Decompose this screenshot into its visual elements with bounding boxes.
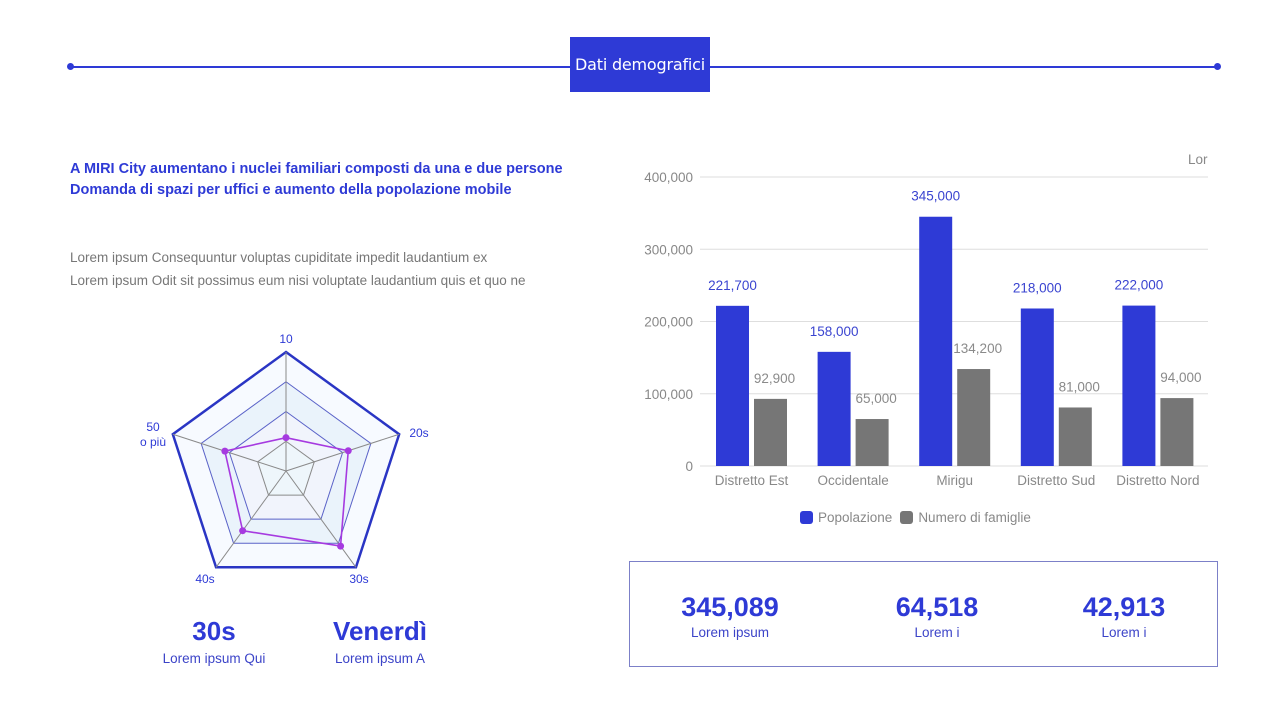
bar-value-label: 218,000 bbox=[1013, 280, 1062, 295]
y-tick-label: 100,000 bbox=[644, 387, 693, 402]
radar-point bbox=[337, 542, 345, 550]
bar-families bbox=[754, 398, 787, 466]
bar-population bbox=[919, 216, 953, 466]
stat-day-label: Lorem ipsum A bbox=[334, 651, 426, 666]
radar-chart: 10 20s 30s 40s 50o più bbox=[140, 332, 429, 586]
radar-point bbox=[344, 447, 352, 455]
bar-families bbox=[855, 419, 889, 466]
bar-families bbox=[1058, 407, 1092, 466]
legend-label-families: Numero di famiglie bbox=[918, 510, 1031, 525]
radar-spoke bbox=[215, 470, 287, 568]
legend-swatch-families bbox=[900, 511, 914, 524]
kpi-panel: 345,089 Lorem ipsum 64,518 Lorem i 42,91… bbox=[629, 561, 1218, 667]
radar-spoke bbox=[285, 470, 357, 568]
bar-population bbox=[1122, 305, 1156, 466]
bar-families bbox=[1160, 398, 1194, 466]
legend-label-population: Popolazione bbox=[818, 510, 893, 525]
bar-value-label: 134,200 bbox=[953, 341, 1002, 356]
stat-age: 30s Lorem ipsum Qui bbox=[144, 616, 284, 668]
legend-swatch-population bbox=[800, 511, 813, 524]
header-rule-dot-left bbox=[67, 63, 74, 70]
y-tick-label: 400,000 bbox=[644, 170, 693, 185]
radar-series bbox=[223, 436, 350, 548]
kpi-1: 345,089 Lorem ipsum bbox=[640, 592, 820, 642]
bar-population bbox=[716, 305, 749, 466]
bar-population bbox=[817, 351, 851, 466]
radar-spoke bbox=[172, 433, 287, 472]
y-tick-label: 0 bbox=[685, 459, 693, 474]
y-tick-label: 200,000 bbox=[644, 315, 693, 330]
radar-axis-label: 30s bbox=[349, 572, 368, 586]
stat-day-value: Venerdì bbox=[333, 616, 427, 646]
bar-families bbox=[957, 369, 991, 466]
kpi-1-value: 345,089 bbox=[681, 592, 779, 622]
bar-chart: 0 100,000 200,000 300,000 400,000 Lor 221,700 9… bbox=[644, 152, 1208, 488]
bar-value-label: 222,000 bbox=[1114, 278, 1163, 293]
kpi-2-value: 64,518 bbox=[895, 592, 979, 622]
bar-value-label: 81,000 bbox=[1059, 379, 1100, 394]
bar-value-label: 92,900 bbox=[754, 371, 795, 386]
radar-axis-label: 50 bbox=[146, 420, 160, 434]
kpi-3: 42,913 Lorem i bbox=[1034, 592, 1214, 642]
x-category-label: Distretto Est bbox=[715, 473, 789, 488]
radar-axis-label: 20s bbox=[409, 426, 428, 440]
radar-axis-label: 10 bbox=[279, 332, 293, 346]
x-category-label: Occidentale bbox=[817, 473, 888, 488]
stat-age-value: 30s bbox=[192, 616, 236, 646]
kpi-2: 64,518 Lorem i bbox=[847, 592, 1027, 642]
radar-point bbox=[282, 434, 290, 442]
header-rule-dot-right bbox=[1214, 63, 1221, 70]
bar-value-label: 65,000 bbox=[855, 391, 896, 406]
x-category-label: Distretto Sud bbox=[1017, 473, 1095, 488]
radar-axis-label: 40s bbox=[195, 572, 214, 586]
bar-value-label: 345,000 bbox=[911, 189, 960, 204]
kpi-2-label: Lorem i bbox=[914, 625, 960, 640]
radar-axis-label: o più bbox=[140, 435, 166, 449]
body-line-1: Lorem ipsum Consequuntur voluptas cupidi… bbox=[70, 250, 488, 265]
headline-line-2: Domanda di spazi per uffici e aumento de… bbox=[70, 182, 512, 198]
headline: A MIRI City aumentano i nuclei familiari… bbox=[70, 159, 563, 201]
bar-value-label: 94,000 bbox=[1160, 370, 1201, 385]
kpi-3-label: Lorem i bbox=[1101, 625, 1147, 640]
y-tick-label: 300,000 bbox=[644, 242, 693, 257]
kpi-3-value: 42,913 bbox=[1082, 592, 1166, 622]
radar-point bbox=[221, 447, 229, 455]
body-text: Lorem ipsum Consequuntur voluptas cupidi… bbox=[70, 246, 525, 292]
x-category-label: Distretto Nord bbox=[1116, 473, 1199, 488]
stat-age-label: Lorem ipsum Qui bbox=[162, 651, 266, 666]
chart-legend: Popolazione Numero di famiglie bbox=[800, 510, 1039, 525]
bar-value-label: 158,000 bbox=[810, 324, 859, 339]
legend-item-families: Numero di famiglie bbox=[900, 510, 1031, 525]
radar-point bbox=[239, 527, 247, 535]
legend-item-population: Popolazione bbox=[800, 510, 892, 525]
kpi-1-label: Lorem ipsum bbox=[690, 625, 770, 640]
x-category-label: Mirigu bbox=[936, 473, 973, 488]
bar-population bbox=[1020, 308, 1054, 466]
bar-value-label: 221,700 bbox=[708, 278, 757, 293]
body-line-2: Lorem ipsum Odit sit possimus eum nisi v… bbox=[70, 273, 526, 288]
chart-corner-label: Lor bbox=[1188, 152, 1208, 167]
radar-spoke bbox=[285, 433, 400, 472]
page-title: Dati demografici bbox=[570, 37, 710, 92]
headline-line-1: A MIRI City aumentano i nuclei familiari… bbox=[70, 161, 563, 177]
stat-day: Venerdì Lorem ipsum A bbox=[310, 616, 450, 668]
